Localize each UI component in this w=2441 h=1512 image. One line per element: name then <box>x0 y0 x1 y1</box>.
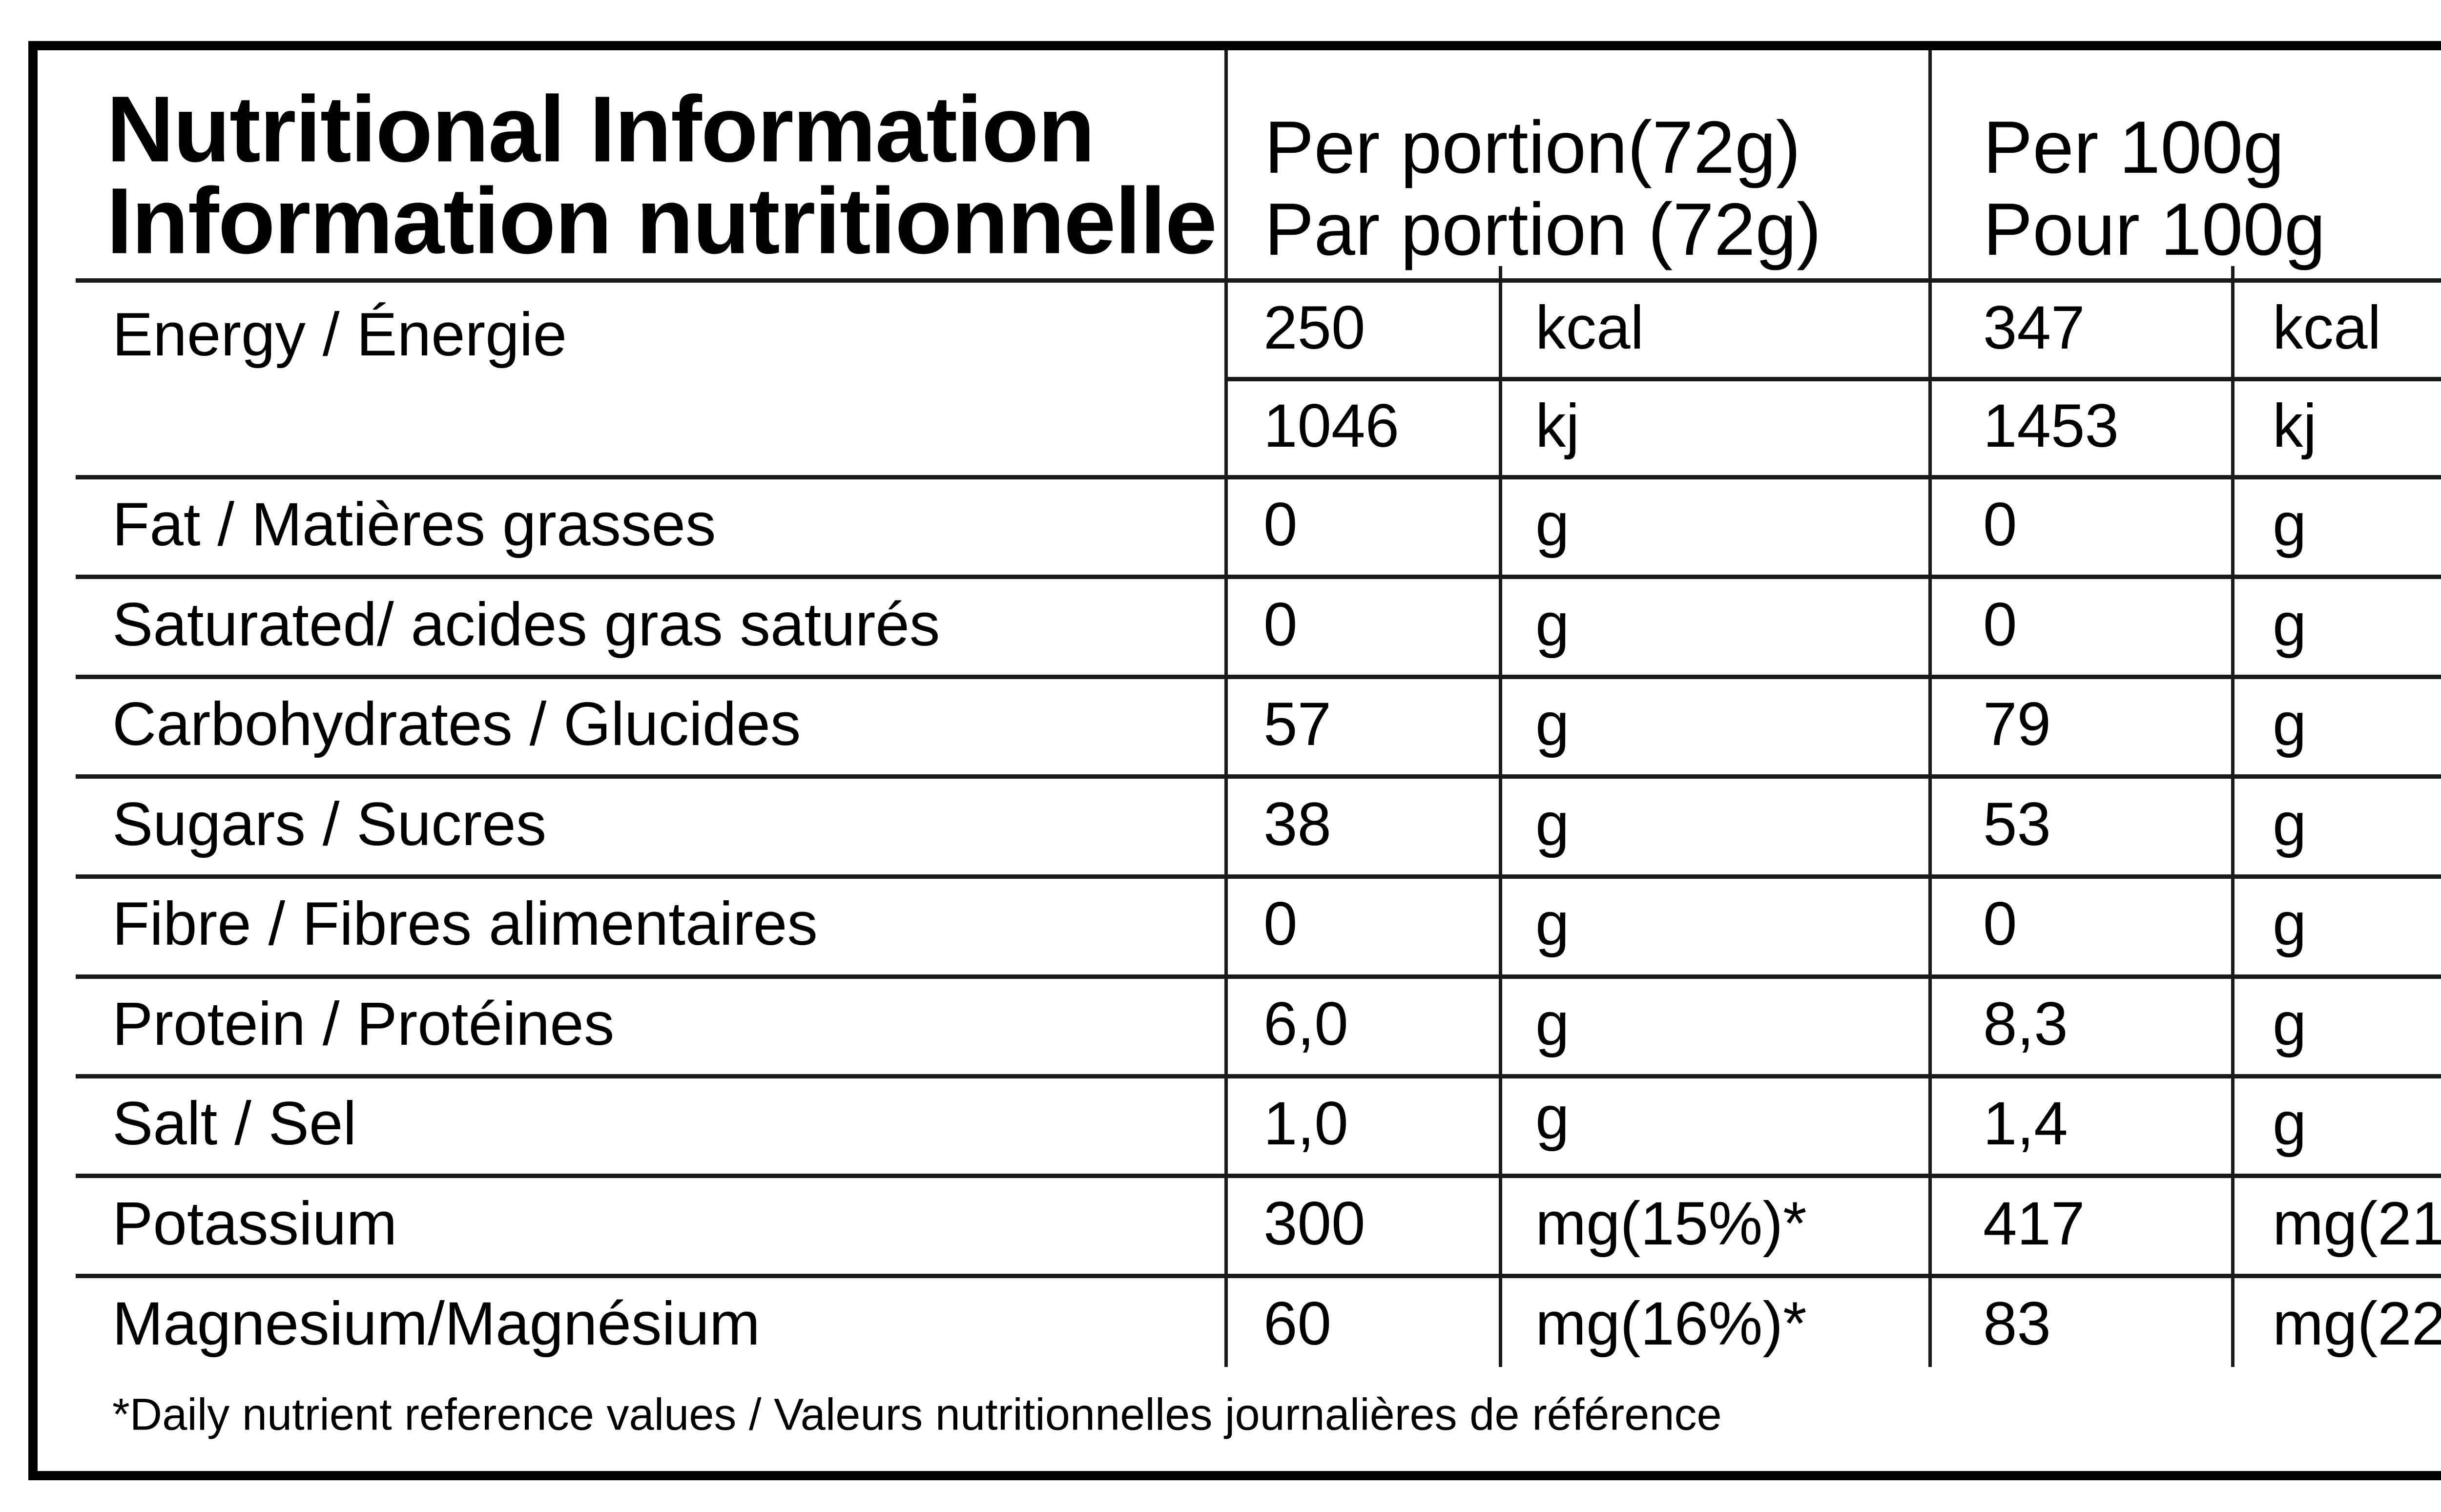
per100-value: 1,4 <box>1983 1090 2068 1158</box>
portion-unit: mg(16%)* <box>1535 1290 1807 1358</box>
subcolumn-rule-per100-unit <box>2231 266 2234 1367</box>
column-rule-portion-per100 <box>1928 50 1932 1367</box>
per100-unit: g <box>2273 890 2307 958</box>
row-label-energy: Energy / Énergie <box>112 301 567 369</box>
page-title-line2: Information nutritionnelle <box>106 168 1217 273</box>
per100-value: 0 <box>1983 890 2017 958</box>
row-label: Fibre / Fibres alimentaires <box>112 890 818 958</box>
per100-unit: g <box>2273 491 2307 559</box>
page-title-line1: Nutritional Information <box>106 76 1095 182</box>
portion-value: 0 <box>1263 491 1298 559</box>
column-rule-label-portion <box>1224 50 1228 1367</box>
per100-unit: g <box>2273 1090 2307 1158</box>
subcolumn-rule-portion-unit <box>1499 266 1502 1367</box>
energy-kcal-portion-unit: kcal <box>1535 294 1644 362</box>
row-label: Sugars / Sucres <box>112 790 547 858</box>
row-rule-sugars-fibre <box>76 874 2441 879</box>
portion-value: 300 <box>1263 1190 1365 1258</box>
per100-value: 8,3 <box>1983 990 2068 1058</box>
per100-unit: g <box>2273 790 2307 858</box>
row-rule-fibre-protein <box>76 974 2441 979</box>
energy-kcal-per100-unit: kcal <box>2273 294 2381 362</box>
energy-kj-per100-unit: kj <box>2273 392 2317 460</box>
per100-unit: mg(21%)* <box>2273 1190 2441 1258</box>
portion-value: 6,0 <box>1263 990 1348 1058</box>
row-label: Magnesium/Magnésium <box>112 1290 760 1358</box>
energy-kj-per100-value: 1453 <box>1983 392 2119 460</box>
row-label: Protein / Protéines <box>112 990 615 1058</box>
portion-unit: g <box>1535 491 1570 559</box>
portion-unit: mg(15%)* <box>1535 1190 1807 1258</box>
row-rule-protein-salt <box>76 1074 2441 1078</box>
per100-unit: g <box>2273 690 2307 758</box>
per100-value: 0 <box>1983 491 2017 559</box>
portion-unit: g <box>1535 890 1570 958</box>
row-rule-carbs-sugars <box>76 774 2441 779</box>
per100-value: 0 <box>1983 591 2017 659</box>
per100-value: 83 <box>1983 1290 2051 1358</box>
per100-value: 53 <box>1983 790 2051 858</box>
energy-subrow-rule <box>1224 377 2441 381</box>
row-label: Potassium <box>112 1190 397 1258</box>
energy-kcal-portion-value: 250 <box>1263 294 1365 362</box>
row-label: Carbohydrates / Glucides <box>112 690 801 758</box>
row-rule-saturated-carbs <box>76 675 2441 679</box>
energy-kj-portion-value: 1046 <box>1263 392 1400 460</box>
portion-value: 1,0 <box>1263 1090 1348 1158</box>
col-header-portion-line2: Par portion (72g) <box>1264 187 1821 271</box>
portion-unit: g <box>1535 1084 1570 1152</box>
energy-kj-portion-unit: kj <box>1535 392 1580 460</box>
per100-unit: mg(22%)* <box>2273 1290 2441 1358</box>
row-label: Saturated/ acides gras saturés <box>112 591 940 659</box>
row-rule-potassium-magnesium <box>76 1274 2441 1278</box>
energy-kcal-per100-value: 347 <box>1983 294 2085 362</box>
row-label: Fat / Matières grasses <box>112 491 716 559</box>
portion-value: 57 <box>1263 690 1332 758</box>
footnote: *Daily nutrient reference values / Valeu… <box>112 1389 1722 1440</box>
row-rule-fat-saturated <box>76 575 2441 579</box>
portion-unit: g <box>1535 790 1570 858</box>
per100-value: 79 <box>1983 690 2051 758</box>
portion-unit: g <box>1535 990 1570 1058</box>
portion-value: 38 <box>1263 790 1332 858</box>
portion-value: 0 <box>1263 890 1298 958</box>
per100-unit: g <box>2273 591 2307 659</box>
col-header-per100-line2: Pour 100g <box>1983 187 2326 271</box>
row-rule-energy-fat <box>76 475 2441 479</box>
col-header-per100-line1: Per 100g <box>1983 105 2284 189</box>
portion-value: 0 <box>1263 591 1298 659</box>
col-header-portion-line1: Per portion(72g) <box>1264 105 1801 189</box>
row-rule-salt-potassium <box>76 1174 2441 1178</box>
row-label: Salt / Sel <box>112 1090 357 1158</box>
per100-value: 417 <box>1983 1190 2085 1258</box>
per100-unit: g <box>2273 990 2307 1058</box>
header-underline <box>76 278 2441 283</box>
portion-unit: g <box>1535 591 1570 659</box>
portion-value: 60 <box>1263 1290 1332 1358</box>
portion-unit: g <box>1535 690 1570 758</box>
